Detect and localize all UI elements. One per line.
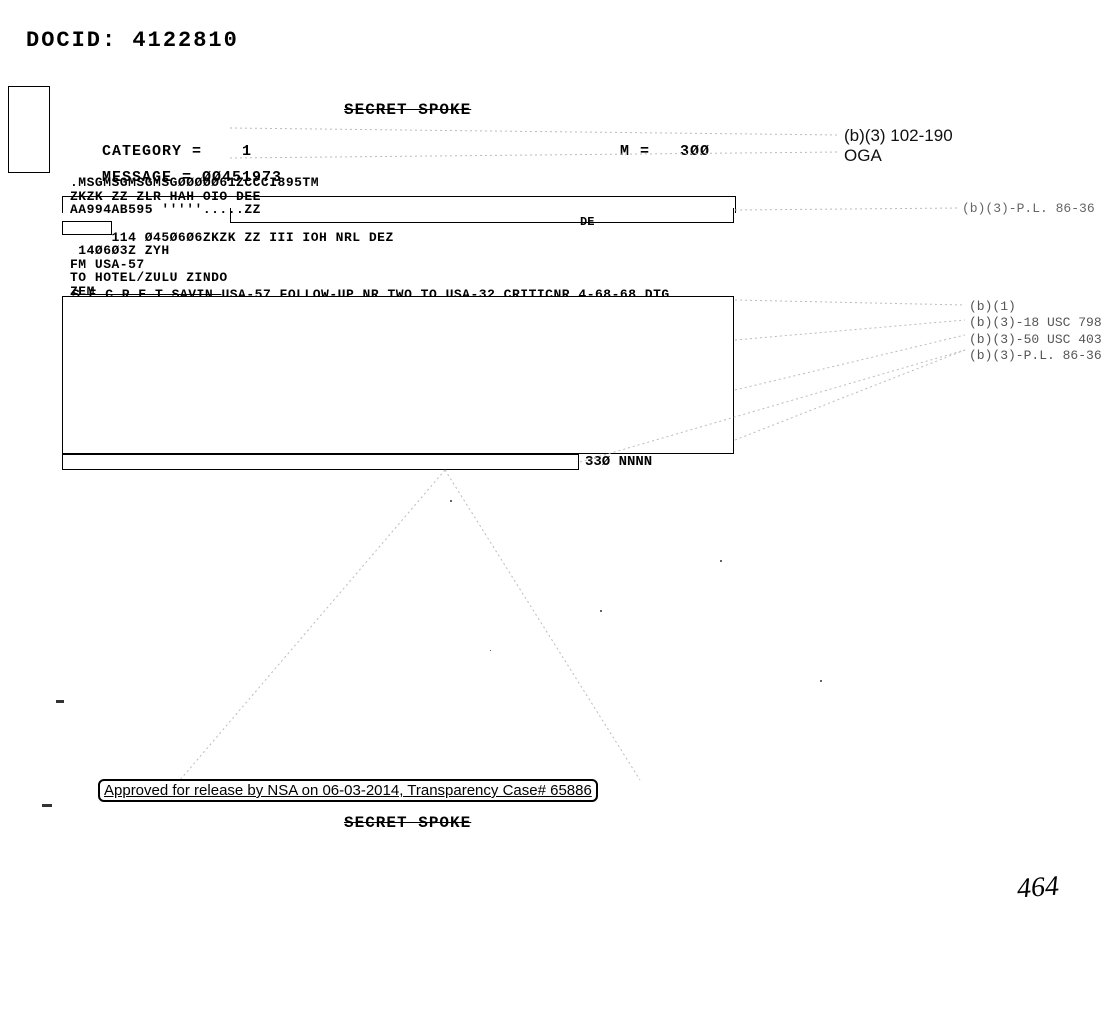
exemption-annot-3: (b)(1) (b)(3)-18 USC 798 (b)(3)-50 USC 4… — [969, 299, 1102, 364]
classification-top: SECRET SPOKE — [344, 101, 471, 119]
m-label: M = — [620, 143, 650, 160]
message-body: .MSGMSGMSGMSGØØØØØ61ZCCCI895TM ZKZK ZZ Z… — [70, 176, 394, 299]
speck — [820, 680, 822, 682]
speck — [450, 500, 452, 502]
speck — [42, 804, 52, 807]
exemption-annot-1-line2: OGA — [844, 146, 953, 166]
exemption-annot-2: (b)(3)-P.L. 86-36 — [962, 201, 1095, 216]
exemption-annot-1: (b)(3) 102-190 OGA — [844, 126, 953, 167]
docid-value: 4122810 — [132, 28, 238, 53]
de-label: DE — [580, 215, 594, 229]
speck — [720, 560, 722, 562]
speck — [490, 650, 491, 651]
classification-bottom: SECRET SPOKE — [344, 814, 471, 832]
docid: DOCID: 4122810 — [26, 28, 239, 53]
approved-release-box: Approved for release by NSA on 06-03-201… — [98, 779, 598, 802]
handwritten-page-number: 464 — [1016, 871, 1060, 906]
redaction-box-left — [8, 86, 50, 173]
m-line: M = 3ØØ — [580, 126, 710, 177]
redaction-box-big — [62, 296, 734, 454]
nnnn-label: 33Ø NNNN — [585, 454, 652, 470]
redaction-box-1-inner — [230, 208, 734, 223]
m-value: 3ØØ — [680, 143, 710, 160]
exemption-annot-1-line1: (b)(3) 102-190 — [844, 126, 953, 146]
speck — [600, 610, 602, 612]
docid-label: DOCID: — [26, 28, 117, 53]
redaction-box-strip — [62, 454, 579, 470]
redaction-box-2 — [62, 221, 112, 235]
speck — [56, 700, 64, 703]
